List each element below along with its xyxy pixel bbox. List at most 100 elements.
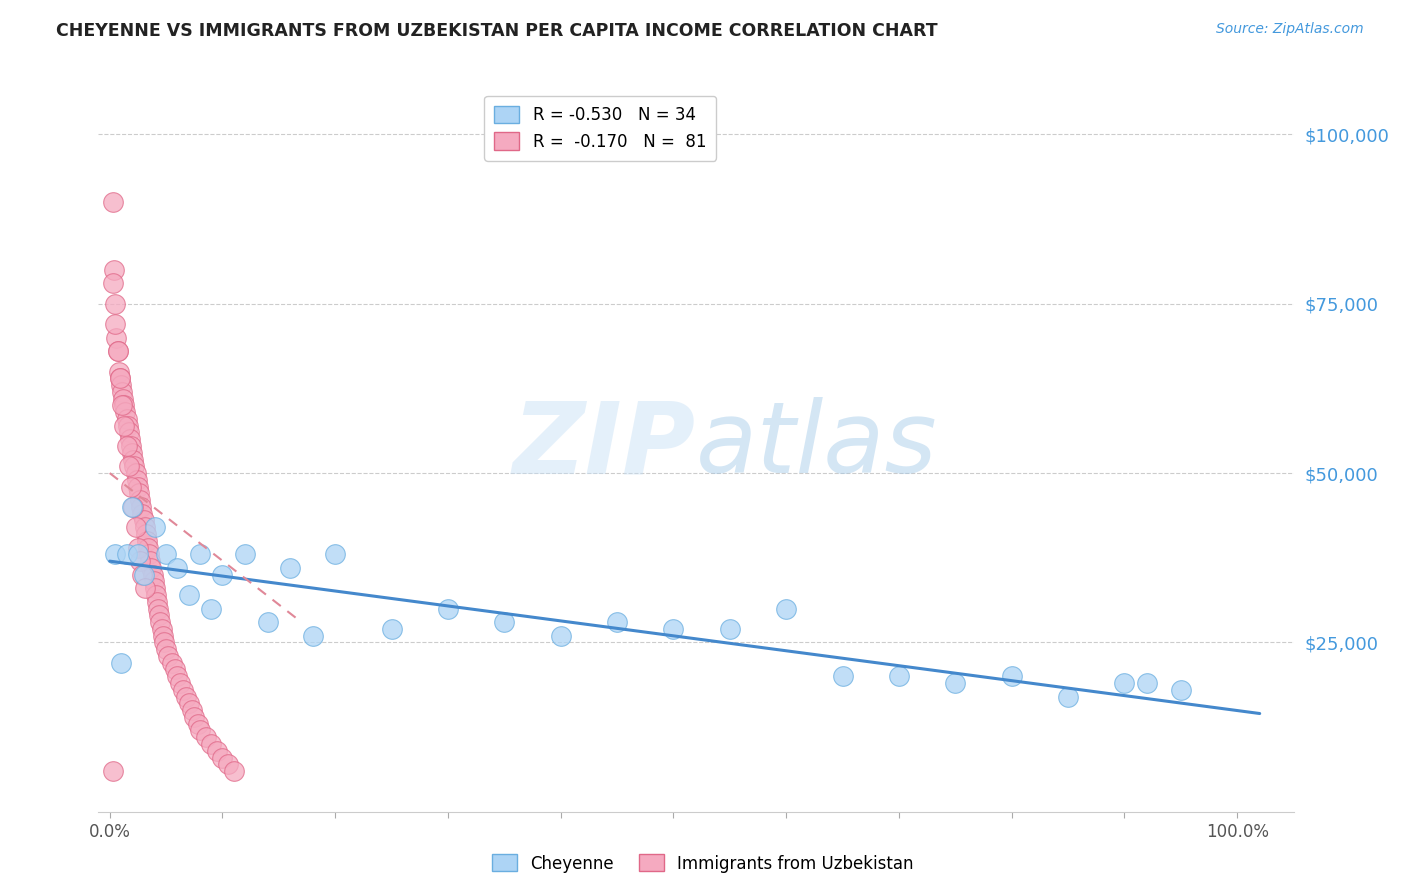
Point bbox=[101, 764, 124, 778]
Point bbox=[217, 757, 239, 772]
Point bbox=[160, 656, 183, 670]
Point bbox=[148, 608, 170, 623]
Point bbox=[157, 648, 180, 663]
Point bbox=[188, 723, 211, 738]
Point bbox=[118, 432, 141, 446]
Point bbox=[943, 676, 966, 690]
Point bbox=[152, 629, 174, 643]
Point bbox=[122, 452, 145, 467]
Point bbox=[1057, 690, 1080, 704]
Point bbox=[114, 405, 136, 419]
Point bbox=[107, 344, 129, 359]
Point bbox=[166, 669, 188, 683]
Point bbox=[718, 622, 741, 636]
Legend: Cheyenne, Immigrants from Uzbekistan: Cheyenne, Immigrants from Uzbekistan bbox=[485, 847, 921, 880]
Point bbox=[115, 439, 138, 453]
Point bbox=[138, 547, 160, 561]
Point bbox=[141, 561, 163, 575]
Point bbox=[121, 500, 143, 514]
Point bbox=[128, 486, 150, 500]
Point bbox=[132, 567, 155, 582]
Point bbox=[177, 588, 200, 602]
Point bbox=[278, 561, 301, 575]
Point bbox=[256, 615, 278, 629]
Point bbox=[120, 480, 142, 494]
Point bbox=[103, 263, 125, 277]
Point bbox=[115, 547, 138, 561]
Point bbox=[155, 642, 177, 657]
Point bbox=[104, 317, 127, 331]
Point bbox=[775, 601, 797, 615]
Point bbox=[153, 635, 176, 649]
Point bbox=[111, 384, 134, 399]
Point bbox=[108, 371, 131, 385]
Legend: R = -0.530   N = 34, R =  -0.170   N =  81: R = -0.530 N = 34, R = -0.170 N = 81 bbox=[485, 96, 716, 161]
Point bbox=[380, 622, 402, 636]
Point bbox=[139, 554, 162, 568]
Point bbox=[131, 567, 153, 582]
Point bbox=[127, 480, 149, 494]
Point bbox=[118, 459, 141, 474]
Point bbox=[1001, 669, 1024, 683]
Point bbox=[148, 601, 170, 615]
Point bbox=[194, 730, 217, 744]
Point bbox=[181, 703, 204, 717]
Point bbox=[145, 588, 167, 602]
Point bbox=[125, 473, 148, 487]
Point bbox=[136, 541, 159, 555]
Point bbox=[135, 533, 157, 548]
Point bbox=[165, 663, 187, 677]
Point bbox=[1114, 676, 1136, 690]
Point bbox=[200, 737, 222, 751]
Text: Source: ZipAtlas.com: Source: ZipAtlas.com bbox=[1216, 22, 1364, 37]
Point bbox=[110, 378, 132, 392]
Point bbox=[494, 615, 516, 629]
Point bbox=[127, 547, 149, 561]
Point bbox=[606, 615, 628, 629]
Point bbox=[200, 601, 222, 615]
Point bbox=[233, 547, 256, 561]
Point bbox=[104, 547, 127, 561]
Point bbox=[172, 682, 194, 697]
Point bbox=[662, 622, 685, 636]
Point bbox=[437, 601, 460, 615]
Point bbox=[110, 656, 132, 670]
Point bbox=[115, 412, 138, 426]
Point bbox=[112, 398, 135, 412]
Point bbox=[301, 629, 323, 643]
Point bbox=[211, 750, 233, 764]
Point bbox=[129, 554, 152, 568]
Point bbox=[105, 331, 128, 345]
Point bbox=[146, 595, 169, 609]
Point bbox=[118, 425, 141, 440]
Point bbox=[323, 547, 346, 561]
Point bbox=[112, 392, 135, 406]
Point bbox=[134, 520, 156, 534]
Point bbox=[124, 466, 146, 480]
Point bbox=[222, 764, 245, 778]
Text: CHEYENNE VS IMMIGRANTS FROM UZBEKISTAN PER CAPITA INCOME CORRELATION CHART: CHEYENNE VS IMMIGRANTS FROM UZBEKISTAN P… bbox=[56, 22, 938, 40]
Point bbox=[150, 622, 173, 636]
Point bbox=[129, 493, 152, 508]
Point bbox=[205, 744, 228, 758]
Point bbox=[107, 344, 129, 359]
Point bbox=[211, 567, 233, 582]
Point bbox=[108, 371, 131, 385]
Point bbox=[111, 398, 134, 412]
Point bbox=[143, 520, 166, 534]
Point bbox=[177, 697, 200, 711]
Point bbox=[188, 547, 211, 561]
Text: ZIP: ZIP bbox=[513, 398, 696, 494]
Point bbox=[166, 561, 188, 575]
Point bbox=[142, 574, 165, 589]
Point bbox=[101, 195, 124, 210]
Point bbox=[176, 690, 198, 704]
Point bbox=[117, 418, 139, 433]
Point bbox=[550, 629, 572, 643]
Point bbox=[101, 277, 124, 291]
Point bbox=[129, 500, 152, 514]
Point bbox=[134, 581, 156, 595]
Point bbox=[122, 500, 145, 514]
Point bbox=[124, 520, 146, 534]
Point bbox=[131, 507, 153, 521]
